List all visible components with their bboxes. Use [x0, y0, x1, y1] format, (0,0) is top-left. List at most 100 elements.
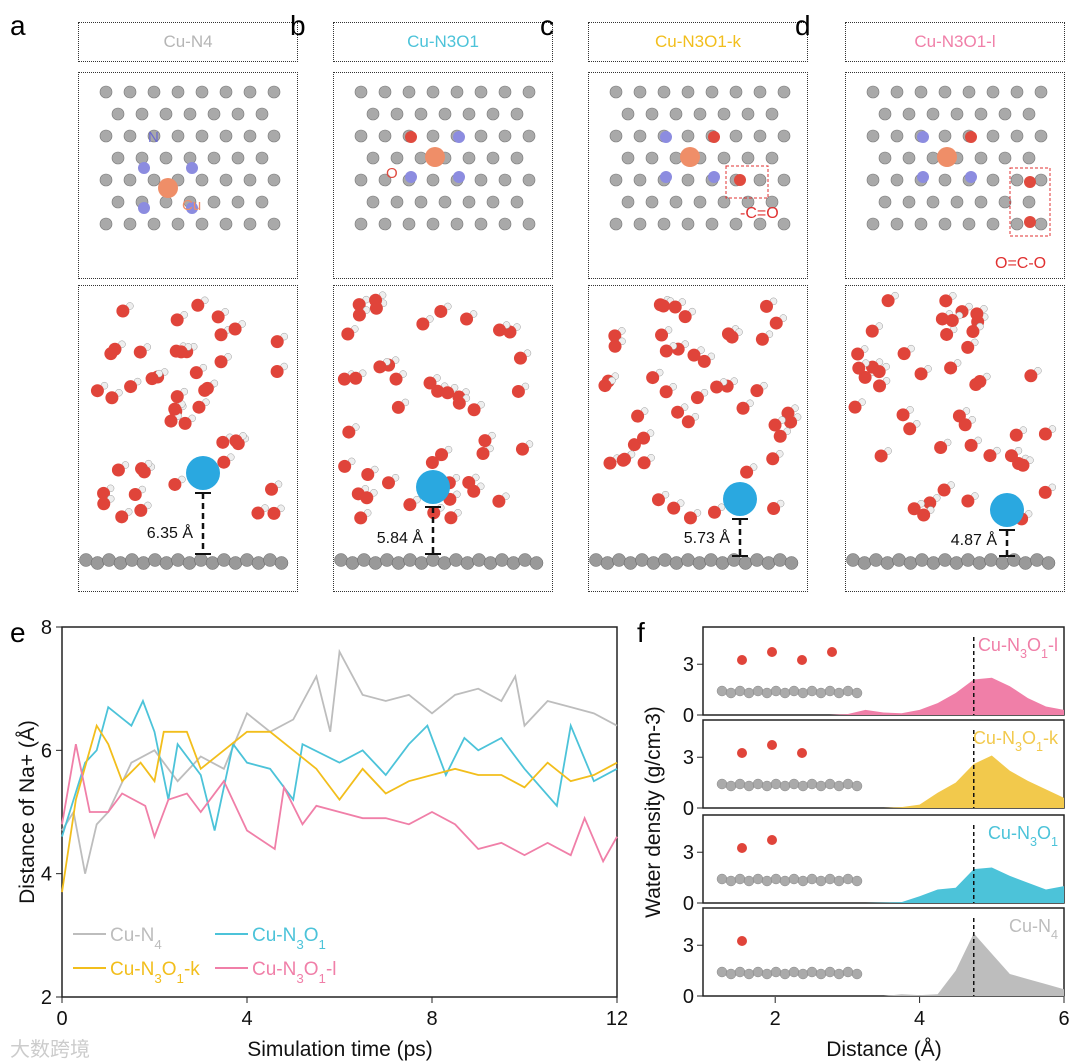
substrate-atom [217, 553, 231, 567]
carbon-atom [402, 85, 416, 99]
substrate-atom [113, 556, 128, 570]
carbon-atom [147, 129, 161, 143]
nitrogen-atom [965, 171, 977, 183]
carbon-atom [998, 107, 1012, 121]
substrate-atom [750, 553, 764, 567]
oxygen-atom [736, 401, 750, 415]
group-label: -C=O [740, 205, 779, 222]
carbon-atom [243, 85, 257, 99]
substrate-atom [779, 687, 791, 699]
oxygen-atom [97, 486, 111, 500]
carbon-atom [914, 217, 928, 231]
water-oxygen [797, 748, 807, 758]
oxygen-atom [896, 408, 910, 422]
carbon-atom [777, 217, 791, 231]
oxygen-atom [923, 496, 937, 510]
substrate-atom [472, 553, 486, 567]
carbon-atom [111, 151, 125, 165]
panel-letter: b [290, 10, 306, 41]
carbon-atom [741, 195, 755, 209]
oxygen-atom [191, 298, 205, 312]
substrate-atom [612, 553, 626, 567]
copper-atom [158, 178, 178, 198]
oxygen-atom [852, 361, 866, 375]
carbon-atom [255, 151, 269, 165]
carbon-atom [938, 85, 952, 99]
carbon-atom [255, 195, 269, 209]
carbon-atom [717, 151, 731, 165]
substrate-atom [345, 556, 360, 570]
oxygen-atom [111, 463, 125, 477]
highlight-box [725, 165, 769, 199]
carbon-atom [729, 129, 743, 143]
carbon-atom [609, 173, 623, 187]
substrate-atom [770, 778, 782, 790]
substrate-atom [761, 780, 773, 792]
carbon-atom [621, 151, 635, 165]
carbon-atom [950, 107, 964, 121]
oxygen-atom [515, 442, 529, 456]
substrate-atom [274, 556, 289, 570]
substrate-atom [716, 966, 728, 978]
oxygen-atom [707, 505, 721, 519]
substrate-atom [761, 875, 773, 887]
md-snapshot-box [845, 285, 1065, 592]
legend-label: Cu-N3O1-k [110, 959, 200, 986]
carbon-atom [354, 217, 368, 231]
carbon-atom [950, 195, 964, 209]
substrate-atom [681, 553, 695, 567]
x-tick-label: 8 [426, 1008, 437, 1030]
carbon-atom [633, 129, 647, 143]
y-tick-label: 4 [41, 864, 52, 886]
oxygen-atom [773, 429, 787, 443]
oxygen-atom [858, 370, 872, 384]
substrate-atom [833, 875, 845, 887]
substrate-atom [228, 556, 243, 570]
carbon-atom [974, 151, 988, 165]
carbon-atom [267, 217, 281, 231]
carbon-atom [669, 107, 683, 121]
oxygen-atom [1038, 485, 1052, 499]
substrate-atom [761, 556, 776, 570]
carbon-atom [183, 107, 197, 121]
carbon-atom [378, 173, 392, 187]
structure-box [845, 72, 1065, 279]
carbon-atom [645, 151, 659, 165]
carbon-atom [878, 107, 892, 121]
carbon-atom [1034, 173, 1048, 187]
oxygen-atom [961, 494, 975, 508]
carbon-atom [255, 107, 269, 121]
carbon-atom [474, 217, 488, 231]
substrate-atom [506, 556, 521, 570]
carbon-atom [1010, 173, 1024, 187]
substrate-atom [752, 685, 764, 697]
carbon-atom [522, 129, 536, 143]
carbon-atom [354, 129, 368, 143]
oxygen-atom [214, 328, 228, 342]
carbon-atom [938, 173, 952, 187]
oxygen-atom [865, 324, 879, 338]
carbon-atom [378, 85, 392, 99]
carbon-atom [219, 85, 233, 99]
substrate-atom [136, 556, 151, 570]
carbon-atom [522, 173, 536, 187]
water-oxygen [767, 647, 777, 657]
oxygen-atom [373, 360, 387, 374]
distance-label: 6.35 Å [147, 523, 194, 542]
oxygen-atom [710, 380, 724, 394]
carbon-atom [1022, 151, 1036, 165]
nitrogen-atom [917, 131, 929, 143]
oxygen-atom [267, 506, 281, 520]
carbon-atom [498, 173, 512, 187]
oxygen-atom [603, 456, 617, 470]
carbon-atom [753, 85, 767, 99]
carbon-atom [986, 173, 1000, 187]
substrate-atom [171, 553, 185, 567]
oxygen-atom [200, 381, 214, 395]
oxygen-atom [964, 438, 978, 452]
panel-title: Cu-N3O1-k [588, 22, 808, 62]
x-tick-label: 6 [1058, 1008, 1069, 1030]
substrate-atom [725, 875, 737, 887]
oxygen-atom [598, 379, 612, 393]
oxygen-atom [769, 316, 783, 330]
